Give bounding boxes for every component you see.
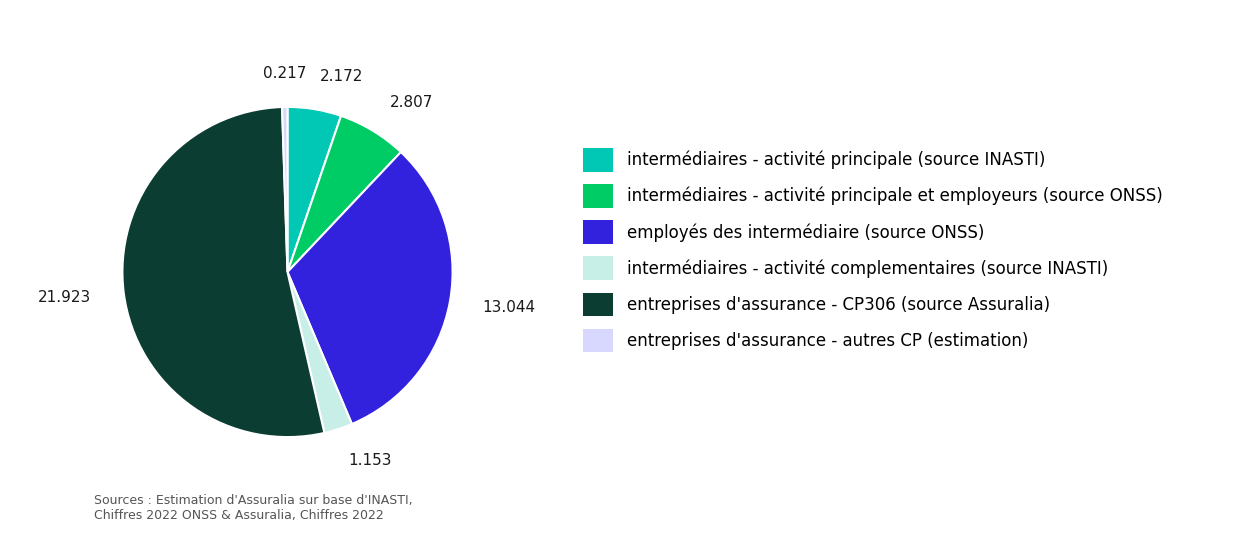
Text: 21.923: 21.923 bbox=[38, 290, 91, 305]
Text: 13.044: 13.044 bbox=[482, 300, 535, 314]
Text: 0.217: 0.217 bbox=[262, 66, 306, 82]
Wedge shape bbox=[288, 272, 352, 433]
Wedge shape bbox=[288, 152, 452, 424]
Wedge shape bbox=[122, 107, 325, 437]
Legend: intermédiaires - activité principale (source INASTI), intermédiaires - activité : intermédiaires - activité principale (so… bbox=[584, 148, 1162, 353]
Text: 1.153: 1.153 bbox=[349, 453, 392, 468]
Text: Sources : Estimation d'Assuralia sur base d'INASTI,
Chiffres 2022 ONSS & Assural: Sources : Estimation d'Assuralia sur bas… bbox=[94, 494, 412, 522]
Text: 2.807: 2.807 bbox=[390, 95, 434, 110]
Text: 2.172: 2.172 bbox=[320, 69, 364, 84]
Wedge shape bbox=[288, 107, 341, 272]
Wedge shape bbox=[288, 116, 401, 272]
Wedge shape bbox=[282, 107, 288, 272]
